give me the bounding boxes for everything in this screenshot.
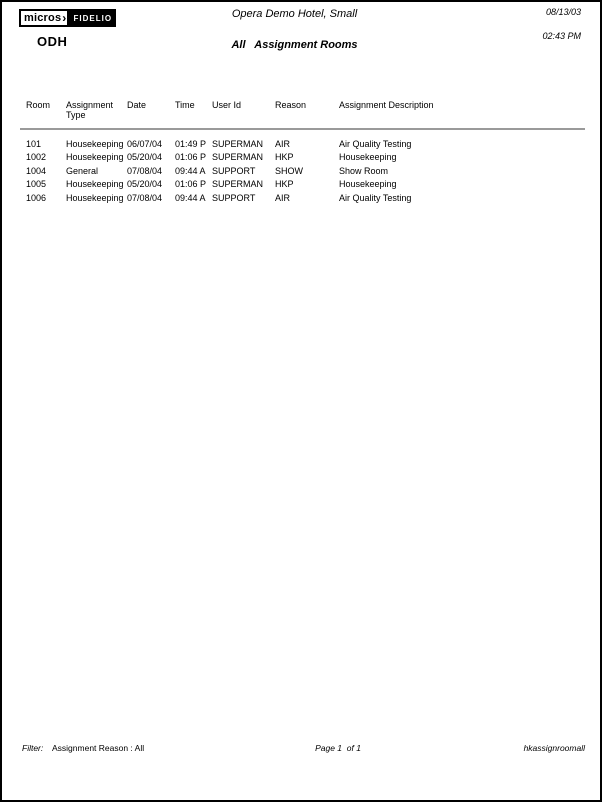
- cell-room: 1006: [26, 192, 47, 203]
- header-divider-line: [20, 128, 585, 130]
- cell-user-id: SUPPORT: [212, 165, 256, 176]
- column-header-date: Date: [127, 100, 147, 110]
- cell-time: 09:44 A: [175, 192, 206, 203]
- print-datetime: 08/13/03 02:43 PM: [542, 7, 581, 41]
- property-code: ODH: [37, 34, 68, 49]
- column-header-room: Room: [26, 100, 51, 110]
- cell-date: 06/07/04: [127, 138, 163, 149]
- hotel-name: Opera Demo Hotel, Small: [231, 8, 358, 20]
- cell-date: 05/20/04: [127, 179, 163, 190]
- cell-reason: HKP: [275, 179, 294, 190]
- table-header: Room Assignment Type Date Time User Id R…: [26, 100, 586, 120]
- cell-date: 07/08/04: [127, 165, 163, 176]
- cell-user-id: SUPERMAN: [212, 179, 264, 190]
- table-header-row: Room Assignment Type Date Time User Id R…: [26, 100, 586, 120]
- cell-user-id: SUPPORT: [212, 192, 256, 203]
- cell-time: 01:06 P: [175, 179, 207, 190]
- print-date: 08/13/03: [545, 7, 581, 17]
- page-number: Page 1 of 1: [315, 743, 361, 753]
- table-body: 101 Housekeeping 06/07/04 01:49 P SUPERM…: [26, 137, 586, 205]
- cell-assignment-type: General: [66, 165, 99, 176]
- table-row: 1005 Housekeeping 05/20/04 01:06 P SUPER…: [26, 178, 586, 192]
- cell-assignment-description: Housekeeping: [339, 152, 397, 163]
- cell-assignment-description: Show Room: [339, 165, 389, 176]
- cell-date: 07/08/04: [127, 192, 163, 203]
- table-row: 1006 Housekeeping 07/08/04 09:44 A SUPPO…: [26, 191, 586, 205]
- cell-room: 101: [26, 138, 42, 149]
- cell-assignment-type: Housekeeping: [66, 138, 124, 149]
- column-header-reason: Reason: [275, 100, 307, 110]
- column-header-user-id: User Id: [212, 100, 242, 110]
- cell-room: 1002: [26, 152, 47, 163]
- cell-reason: AIR: [275, 192, 291, 203]
- cell-user-id: SUPERMAN: [212, 138, 264, 149]
- cell-time: 09:44 A: [175, 165, 206, 176]
- table-row: 1002 Housekeeping 05/20/04 01:06 P SUPER…: [26, 151, 586, 165]
- cell-date: 05/20/04: [127, 152, 163, 163]
- cell-reason: AIR: [275, 138, 291, 149]
- cell-assignment-type: Housekeeping: [66, 179, 124, 190]
- cell-time: 01:49 P: [175, 138, 207, 149]
- cell-assignment-description: Housekeeping: [339, 179, 397, 190]
- column-header-time: Time: [175, 100, 195, 110]
- cell-user-id: SUPERMAN: [212, 152, 264, 163]
- arrow-right-icon: ›: [62, 11, 67, 25]
- table-row: 1004 General 07/08/04 09:44 A SUPPORT SH…: [26, 164, 586, 178]
- column-header-assignment-description: Assignment Description: [339, 100, 434, 110]
- micros-logo-box: micros ›: [19, 9, 70, 27]
- cell-assignment-description: Air Quality Testing: [339, 192, 412, 203]
- report-title: All Assignment Rooms: [231, 39, 358, 51]
- print-time: 02:43 PM: [542, 31, 581, 41]
- micros-fidelio-logo: micros › FIDELIO: [19, 9, 117, 27]
- cell-room: 1004: [26, 165, 47, 176]
- filter-value: Assignment Reason : All: [52, 743, 145, 753]
- report-footer: Filter: Assignment Reason : All Page 1 o…: [2, 743, 600, 757]
- report-header-titles: Opera Demo Hotel, Small All Assignment R…: [92, 8, 497, 51]
- table-row: 101 Housekeeping 06/07/04 01:49 P SUPERM…: [26, 137, 586, 151]
- cell-reason: SHOW: [275, 165, 303, 176]
- cell-room: 1005: [26, 179, 47, 190]
- cell-time: 01:06 P: [175, 152, 207, 163]
- cell-assignment-type: Housekeeping: [66, 152, 124, 163]
- filter-label: Filter:: [22, 743, 44, 753]
- cell-reason: HKP: [275, 152, 294, 163]
- cell-assignment-description: Air Quality Testing: [339, 138, 412, 149]
- micros-logo-text: micros: [24, 12, 62, 24]
- column-header-assignment-type: Assignment Type: [66, 100, 114, 120]
- report-file-name: hkassignroomall: [523, 743, 585, 753]
- fidelio-logo-text: FIDELIO: [69, 9, 117, 27]
- cell-assignment-type: Housekeeping: [66, 192, 124, 203]
